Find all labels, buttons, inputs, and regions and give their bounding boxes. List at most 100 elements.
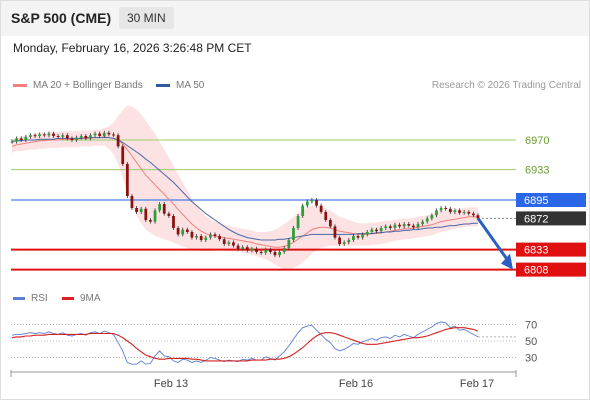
candle (15, 136, 18, 144)
x-tick-label: Feb 13 (154, 378, 188, 390)
candle (107, 130, 111, 137)
candle (42, 132, 46, 138)
candle (75, 135, 78, 142)
candle (130, 194, 134, 210)
candle (268, 247, 272, 254)
candle (121, 144, 125, 166)
candle (172, 214, 175, 230)
candle (384, 224, 388, 230)
candle (412, 223, 415, 230)
ma50-swatch (156, 83, 170, 87)
candle (319, 203, 323, 214)
candle (347, 238, 351, 245)
candle (407, 222, 411, 228)
legend-9ma-label: 9MA (80, 293, 101, 304)
candle (365, 230, 369, 237)
candle (370, 227, 374, 234)
candle (38, 132, 42, 138)
candle (467, 210, 471, 216)
candle (356, 234, 360, 240)
candle (250, 246, 254, 253)
candle (453, 208, 457, 214)
candle (195, 234, 198, 240)
candle (421, 219, 425, 226)
candle (149, 218, 152, 224)
candle (10, 139, 14, 144)
candle (29, 133, 32, 139)
candle (458, 208, 461, 215)
candle (388, 224, 392, 230)
legend-ma50-label: MA 50 (176, 80, 205, 91)
candle (462, 210, 466, 215)
candle (328, 218, 332, 229)
candle (361, 232, 365, 240)
candle (439, 206, 443, 213)
level-label-6833: 6833 (524, 245, 548, 257)
candle (241, 245, 245, 251)
rsi-tick-50: 50 (525, 336, 537, 348)
ma20-swatch (13, 83, 27, 87)
level-label-6872: 6872 (524, 213, 548, 225)
candle (296, 214, 300, 230)
level-label-6970: 6970 (525, 135, 549, 147)
candle (181, 227, 185, 237)
legend-ma50: MA 50 (156, 80, 204, 91)
candle (402, 222, 406, 229)
candle (167, 211, 171, 218)
candle (352, 234, 355, 242)
candle (236, 243, 240, 251)
level-label-6808: 6808 (524, 265, 548, 277)
candle (204, 235, 208, 242)
candle (222, 237, 226, 246)
instrument-title: S&P 500 (CME) (11, 10, 112, 26)
candle (112, 132, 115, 138)
credit-text: Research © 2026 Trading Central (431, 80, 581, 91)
rsi-tick-70: 70 (525, 319, 537, 331)
candle (324, 210, 328, 222)
candle (416, 222, 420, 230)
candle (61, 133, 65, 139)
candle (89, 133, 92, 141)
candle (338, 235, 341, 246)
candle (282, 246, 286, 254)
candle (213, 232, 217, 238)
chart-header: S&P 500 (CME) 30 MIN (0, 0, 590, 36)
timeframe-badge[interactable]: 30 MIN (119, 7, 174, 29)
rsi-9ma-line (11, 327, 479, 362)
legend-ma20-label: MA 20 + Bollinger Bands (33, 80, 143, 91)
legend-rsi-label: RSI (31, 293, 48, 304)
candle (185, 227, 189, 234)
legend-9ma: 9MA (62, 293, 101, 304)
candle (342, 240, 346, 246)
candle (65, 133, 69, 141)
x-tick-label: Feb 16 (339, 378, 373, 390)
candle (398, 222, 401, 229)
candle (190, 230, 194, 240)
candle (435, 208, 438, 218)
candle (448, 206, 452, 214)
candle (102, 130, 106, 138)
candle (56, 134, 60, 139)
candle (430, 213, 434, 221)
candle (273, 250, 277, 258)
candle (70, 136, 74, 142)
candle (310, 198, 314, 204)
candle (153, 208, 157, 224)
bollinger-band (12, 105, 478, 269)
candle (255, 246, 258, 254)
candle (305, 199, 309, 208)
legend-ma20: MA 20 + Bollinger Bands (13, 80, 143, 91)
candle (33, 133, 37, 138)
candle (444, 206, 448, 211)
candle (245, 245, 249, 253)
candle (139, 206, 143, 214)
candle (472, 211, 475, 218)
projection-arrow-head (501, 253, 513, 270)
candle (24, 134, 28, 142)
candle (199, 234, 203, 242)
candle (292, 226, 295, 242)
legend-rsi: RSI (13, 293, 48, 304)
candle (162, 202, 166, 216)
candle (116, 133, 120, 149)
